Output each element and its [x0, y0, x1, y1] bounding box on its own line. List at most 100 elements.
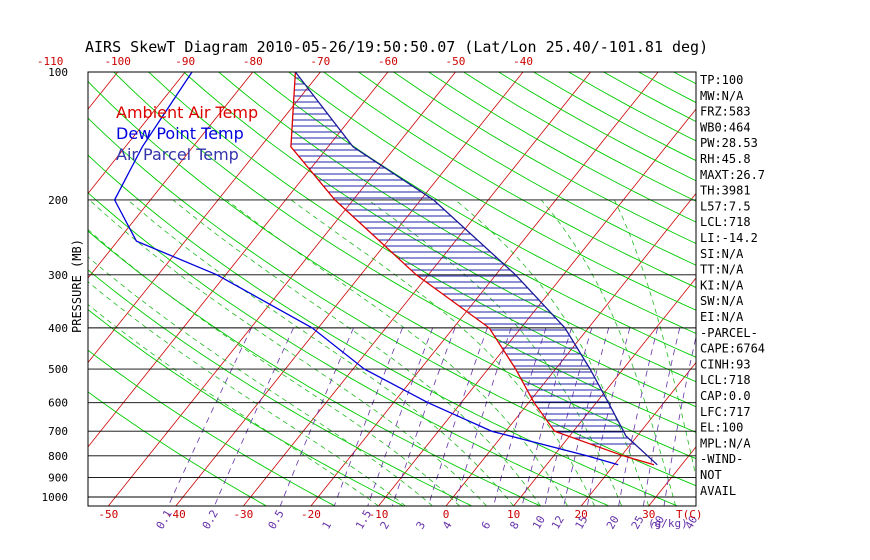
stat-line: L57:7.5 — [700, 199, 751, 213]
stat-line: PW:28.53 — [700, 136, 758, 150]
dry-adiabat-line — [88, 192, 610, 506]
x-unit-label: T(C) — [676, 508, 703, 521]
stat-line: WB0:464 — [700, 120, 751, 134]
dry-adiabat-line — [323, 72, 696, 289]
dry-adiabat-line — [88, 349, 336, 506]
bottom-temp-tick-label: 0 — [443, 508, 450, 521]
stat-line: EL:100 — [700, 421, 743, 435]
bottom-temp-tick-label: -30 — [233, 508, 253, 521]
mixing-ratio-tick-label: 6 — [479, 519, 494, 531]
skewt-grid — [0, 72, 870, 506]
isotherm-line — [513, 277, 696, 506]
dry-adiabat-line — [253, 72, 696, 334]
dry-adiabat-line — [113, 72, 696, 433]
mixing-ratio-line — [427, 327, 488, 506]
pressure-tick-label: 300 — [48, 269, 68, 282]
pressure-tick-label: 600 — [48, 397, 68, 410]
profile-curves — [113, 72, 658, 466]
stat-line: -PARCEL- — [700, 326, 758, 340]
top-temp-tick-label: -90 — [175, 55, 195, 68]
stat-line: RH:45.8 — [700, 152, 751, 166]
pressure-tick-label: 900 — [48, 472, 68, 485]
moist-adiabat-line — [88, 256, 433, 506]
pressure-tick-label: 400 — [48, 322, 68, 335]
pressure-tick-label: 700 — [48, 425, 68, 438]
stat-line: FRZ:583 — [700, 105, 751, 119]
top-temp-tick-label: -70 — [310, 55, 330, 68]
isotherm-line — [107, 72, 456, 506]
mixing-ratio-tick-label: 0.2 — [200, 508, 221, 532]
mixing-ratio-tick-label: 3 — [414, 519, 429, 531]
stat-line: TH:3981 — [700, 184, 751, 198]
stat-line: -WIND- — [700, 452, 743, 466]
bottom-temp-tick-label: 10 — [507, 508, 520, 521]
isotherm-line — [310, 72, 659, 506]
moist-adiabat-line — [88, 228, 460, 506]
bottom-temp-tick-label: -40 — [166, 508, 186, 521]
legend: Ambient Air Temp Dew Point Temp Air Parc… — [116, 103, 258, 164]
dry-adiabat-line — [88, 117, 696, 487]
isotherm-line — [88, 72, 321, 364]
dewpoint-line — [113, 72, 619, 466]
moist-adiabat-line — [172, 199, 541, 506]
pressure-tick-label: 1000 — [42, 491, 69, 504]
dry-adiabat-line — [88, 230, 541, 506]
mixing-ratio-tick-label: 0.5 — [266, 508, 287, 532]
dry-adiabat-line — [88, 154, 678, 506]
moist-adiabat-line — [367, 199, 623, 506]
legend-dewpoint: Dew Point Temp — [116, 124, 244, 143]
mixing-unit-label: (g/kg) — [648, 517, 688, 530]
stat-line: EI:N/A — [700, 310, 744, 324]
stat-line: SW:N/A — [700, 294, 744, 308]
mixing-ratio-tick-label: 20 — [604, 514, 622, 532]
mixing-ratio-line — [521, 327, 572, 506]
moist-adiabat-line — [89, 199, 487, 506]
pressure-tick-labels: 100 200 300 400 500 600 700 800 900 1000 — [42, 66, 69, 504]
stat-line: MW:N/A — [700, 89, 744, 103]
bottom-temp-tick-label: 30 — [642, 508, 655, 521]
pressure-tick-label: 800 — [48, 450, 68, 463]
moist-adiabat-line — [88, 281, 406, 506]
stat-line: CAP:0.0 — [700, 389, 751, 403]
mixing-ratio-line — [391, 327, 456, 506]
pressure-tick-label: 500 — [48, 363, 68, 376]
bottom-temp-tick-label: -10 — [369, 508, 389, 521]
stat-line: LCL:718 — [700, 373, 751, 387]
mixing-ratio-tick-label: 15 — [573, 514, 591, 532]
dry-adiabat-line — [358, 72, 696, 266]
bottom-temp-tick-label: -20 — [301, 508, 321, 521]
isotherm-line — [88, 72, 186, 195]
mixing-ratio-tick-label: 1 — [320, 519, 335, 531]
moist-adiabat-line — [290, 199, 596, 506]
isotherm-line — [0, 72, 50, 506]
mixing-ratio-line — [618, 327, 658, 506]
stat-line: TT:N/A — [700, 263, 744, 277]
stat-line: SI:N/A — [700, 247, 744, 261]
mixing-ratio-line — [167, 327, 252, 506]
stat-line: MPL:N/A — [700, 436, 751, 450]
top-temp-tick-label: -40 — [513, 55, 533, 68]
mixing-ratio-tick-label: 12 — [549, 514, 567, 532]
stat-line: TP:100 — [700, 73, 743, 87]
mixing-ratio-tick-label: 30 — [649, 514, 667, 532]
top-temp-tick-labels: -120-110-100-90-80-70-60-50-40 — [37, 55, 533, 68]
mixing-ratio-tick-label: 10 — [530, 514, 548, 532]
bottom-temp-tick-label: -50 — [98, 508, 118, 521]
isotherm-line — [851, 72, 870, 506]
mixing-ratio-tick-label: 40 — [682, 514, 700, 532]
mixing-ratio-line — [454, 327, 512, 506]
moist-adiabat-line — [88, 303, 379, 506]
isotherm-line — [88, 72, 119, 110]
dry-adiabat-line — [148, 72, 696, 408]
moist-adiabat-line — [127, 199, 514, 506]
dry-adiabat-line — [288, 72, 696, 311]
mixing-ratio-line — [214, 327, 294, 506]
mixing-ratio-tick-label: 25 — [629, 514, 647, 532]
dry-adiabat-line — [183, 72, 696, 383]
stat-line: LI:-14.2 — [700, 231, 758, 245]
isotherm-line — [784, 72, 870, 506]
top-temp-tick-label: -50 — [446, 55, 466, 68]
dry-adiabat-line — [88, 391, 267, 506]
isotherm-line — [88, 72, 254, 279]
